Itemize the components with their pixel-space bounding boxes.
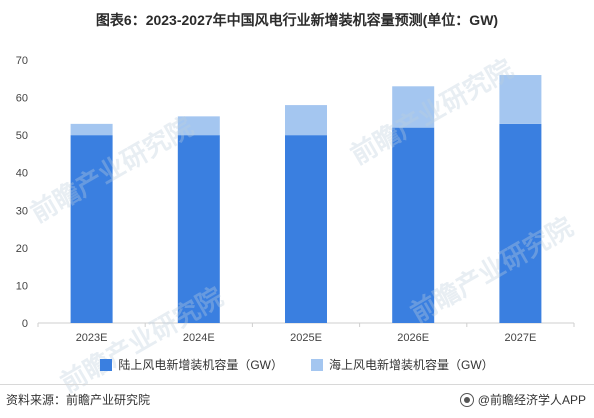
bar-onshore: [177, 135, 220, 323]
y-tick-label: 10: [16, 280, 28, 292]
bar-onshore: [70, 135, 113, 323]
y-tick-label: 50: [16, 130, 28, 142]
chart-legend: 陆上风电新增装机容量（GW） 海上风电新增装机容量（GW）: [0, 356, 594, 373]
y-tick-label: 70: [16, 55, 28, 67]
footer-divider: [0, 384, 594, 385]
y-tick-label: 40: [16, 168, 28, 180]
bar-onshore: [392, 127, 435, 323]
legend-swatch-onshore: [100, 358, 113, 371]
brand-logo-icon: [459, 392, 474, 407]
x-tick-label: 2027E: [504, 332, 536, 344]
legend-label-onshore: 陆上风电新增装机容量（GW）: [118, 358, 283, 372]
x-tick-label: 2023E: [76, 332, 108, 344]
x-tick-label: 2024E: [183, 332, 215, 344]
y-tick-label: 60: [16, 93, 28, 105]
y-tick-label: 30: [16, 205, 28, 217]
brand-credit: @前瞻经济学人APP: [459, 391, 586, 408]
y-tick-label: 0: [22, 318, 28, 330]
bar-offshore: [70, 123, 113, 136]
bar-offshore: [285, 105, 327, 136]
bar-onshore: [499, 123, 542, 323]
y-tick-label: 20: [16, 243, 28, 255]
source-note: 资料来源：前瞻产业研究院: [6, 393, 151, 407]
bar-offshore: [177, 116, 220, 136]
brand-credit-text: @前瞻经济学人APP: [477, 393, 586, 407]
bar-offshore: [392, 86, 435, 128]
x-tick-label: 2025E: [290, 332, 322, 344]
chart-title: 图表6：2023-2027年中国风电行业新增装机容量预测(单位：GW): [95, 12, 499, 28]
legend-label-offshore: 海上风电新增装机容量（GW）: [329, 358, 494, 372]
legend-item-onshore: 陆上风电新增装机容量（GW）: [100, 356, 283, 373]
legend-swatch-offshore: [311, 358, 323, 371]
bar-onshore: [285, 135, 327, 323]
legend-item-offshore: 海上风电新增装机容量（GW）: [311, 356, 494, 373]
x-tick-label: 2026E: [397, 332, 429, 344]
bar-offshore: [499, 75, 542, 124]
